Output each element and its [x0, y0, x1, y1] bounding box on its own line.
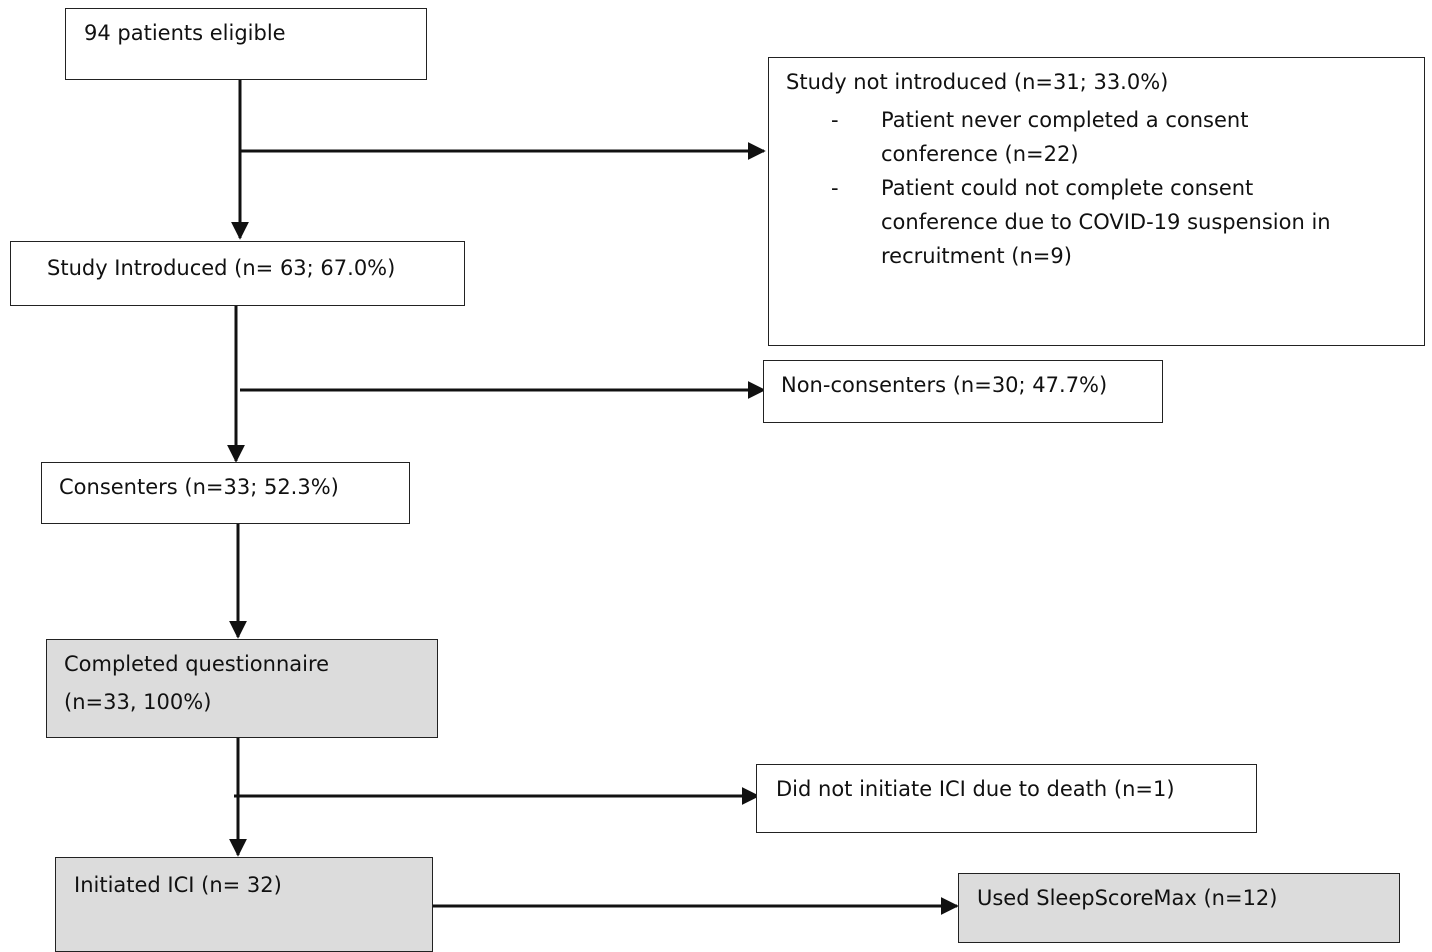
study-introduced-box: Study Introduced (n= 63; 67.0%): [10, 241, 465, 306]
consenters-label: Consenters (n=33; 52.3%): [59, 475, 339, 499]
exclusion-reason-line: Patient never completed a consent: [881, 108, 1249, 132]
did-not-initiate-label: Did not initiate ICI due to death (n=1): [776, 777, 1175, 801]
study-introduced-label: Study Introduced (n= 63; 67.0%): [47, 256, 396, 280]
completed-questionnaire-line: (n=33, 100%): [64, 690, 212, 714]
sleepscoremax-box: Used SleepScoreMax (n=12): [958, 873, 1400, 943]
exclusion-reason-line: recruitment (n=9): [881, 244, 1072, 268]
exclusion-reason-line: Patient could not complete consent: [881, 176, 1254, 200]
non-consenters-box: Non-consenters (n=30; 47.7%): [763, 360, 1163, 423]
bullet-dash: -: [831, 108, 839, 132]
completed-questionnaire-line: Completed questionnaire: [64, 652, 330, 676]
initiated-ici-box: Initiated ICI (n= 32): [55, 857, 433, 952]
initiated-ici-label: Initiated ICI (n= 32): [74, 873, 282, 897]
study-not-introduced-title: Study not introduced (n=31; 33.0%): [786, 70, 1169, 94]
completed-questionnaire-box: Completed questionnaire (n=33, 100%): [46, 639, 438, 738]
exclusion-reason-line: conference due to COVID-19 suspension in: [881, 210, 1331, 234]
eligible-label: 94 patients eligible: [84, 21, 286, 45]
bullet-dash: -: [831, 176, 839, 200]
eligible-box: 94 patients eligible: [65, 8, 427, 80]
exclusion-reasons-list: - Patient never completed a consent conf…: [831, 103, 1331, 273]
exclusion-reason-line: conference (n=22): [881, 142, 1079, 166]
exclusion-reason-item: - Patient never completed a consent conf…: [831, 103, 1331, 171]
did-not-initiate-box: Did not initiate ICI due to death (n=1): [756, 764, 1257, 833]
study-not-introduced-box: Study not introduced (n=31; 33.0%) - Pat…: [768, 57, 1425, 346]
exclusion-reason-item: - Patient could not complete consent con…: [831, 171, 1331, 273]
non-consenters-label: Non-consenters (n=30; 47.7%): [781, 373, 1108, 397]
consenters-box: Consenters (n=33; 52.3%): [41, 462, 410, 524]
sleepscoremax-label: Used SleepScoreMax (n=12): [977, 886, 1278, 910]
